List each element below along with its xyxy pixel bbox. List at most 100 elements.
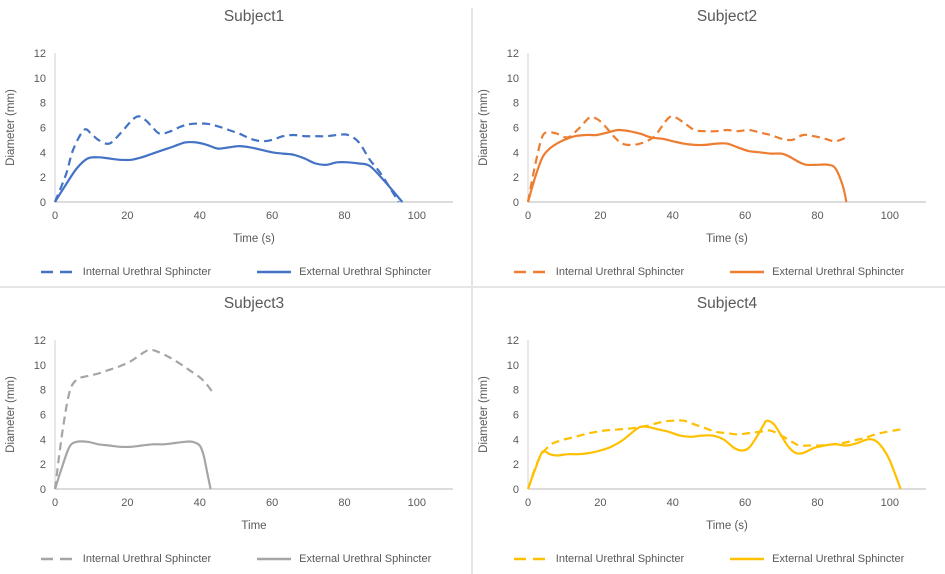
legend-dashed-line-sample: [513, 270, 548, 274]
y-axis-title: Diameter (mm): [5, 89, 17, 166]
y-tick-label: 12: [507, 335, 519, 347]
x-tick-label: 40: [194, 497, 206, 509]
legend-solid-line-sample: [730, 557, 765, 561]
legend-item-internal: Internal Urethral Sphincter: [40, 553, 212, 565]
legend-item-internal: Internal Urethral Sphincter: [513, 553, 685, 565]
x-tick-label: 40: [667, 210, 679, 222]
chart-plot: 0 20 40 60 80 100 0 2 4 6 8 10 12 Time (s) Diameter (m…: [478, 48, 926, 245]
y-tick-label: 4: [40, 147, 46, 159]
chart-panel-subject4: Subject4 0 20 40 60 80 100 0 2 4 6 8 10 12 Time (s) Di…: [473, 287, 945, 574]
y-axis-title: Diameter (mm): [5, 376, 17, 453]
x-tick-label: 100: [408, 210, 426, 222]
x-tick-label: 100: [881, 497, 899, 509]
chart-panel-subject1: Subject1 0 20 40 60 80 100 0 2 4 6 8 10 12 Time (s) Di…: [0, 0, 472, 287]
x-tick-label: 80: [338, 497, 350, 509]
y-tick-label: 6: [513, 410, 519, 422]
legend-solid-line-sample: [257, 557, 292, 561]
y-tick-label: 6: [40, 410, 46, 422]
legend-label-internal: Internal Urethral Sphincter: [555, 266, 685, 278]
y-tick-label: 12: [34, 48, 46, 60]
vertical-divider: [471, 8, 473, 574]
chart-title: Subject3: [223, 295, 285, 312]
legend-label-internal: Internal Urethral Sphincter: [555, 553, 685, 565]
x-tick-label: 100: [408, 497, 426, 509]
series-line-internal: [53, 348, 216, 490]
y-tick-label: 4: [40, 434, 46, 446]
x-tick-label: 100: [881, 210, 899, 222]
x-tick-label: 0: [52, 497, 58, 509]
x-tick-label: 20: [594, 210, 606, 222]
y-tick-label: 0: [40, 197, 46, 209]
y-tick-label: 10: [507, 360, 519, 372]
y-tick-label: 8: [513, 385, 519, 397]
legend-item-external: External Urethral Sphincter: [730, 553, 904, 565]
x-tick-label: 80: [811, 210, 823, 222]
legend-item-internal: Internal Urethral Sphincter: [40, 266, 212, 278]
chart-title: Subject4: [696, 295, 758, 312]
x-tick-label: 0: [525, 497, 531, 509]
x-tick-label: 80: [811, 497, 823, 509]
y-axis-title: Diameter (mm): [478, 89, 490, 166]
y-tick-label: 6: [40, 123, 46, 135]
x-tick-label: 0: [525, 210, 531, 222]
y-tick-label: 8: [40, 98, 46, 110]
legend-label-external: External Urethral Sphincter: [299, 553, 432, 565]
y-tick-label: 4: [513, 147, 519, 159]
y-tick-label: 0: [40, 484, 46, 496]
x-axis-title: Time: [241, 520, 266, 532]
chart-legend: Internal Urethral Sphincter External Ure…: [14, 547, 458, 571]
chart-legend: Internal Urethral Sphincter External Ure…: [14, 260, 458, 284]
y-tick-label: 6: [513, 123, 519, 135]
horizontal-divider: [0, 286, 945, 288]
x-tick-label: 60: [266, 210, 278, 222]
chart-plot: 0 20 40 60 80 100 0 2 4 6 8 10 12 Time Diameter (mm): [5, 335, 453, 532]
chart-plot: 0 20 40 60 80 100 0 2 4 6 8 10 12 Time (s) Diameter (m…: [478, 335, 926, 532]
y-tick-label: 0: [513, 197, 519, 209]
y-tick-label: 2: [513, 172, 519, 184]
x-axis-title: Time (s): [706, 520, 748, 532]
chart-legend: Internal Urethral Sphincter External Ure…: [487, 547, 931, 571]
chart-panel-subject3: Subject3 0 20 40 60 80 100 0 2 4 6 8 10 12 Time Diamet…: [0, 287, 472, 574]
chart-title: Subject2: [696, 8, 758, 25]
legend-label-external: External Urethral Sphincter: [772, 266, 905, 278]
x-axis-title: Time (s): [233, 233, 275, 245]
chart-title: Subject1: [223, 8, 285, 25]
legend-solid-line-sample: [257, 270, 292, 274]
x-tick-label: 20: [121, 210, 133, 222]
series-line-internal: [526, 419, 901, 490]
x-tick-label: 60: [739, 497, 751, 509]
series-line-external: [526, 419, 902, 490]
legend-label-external: External Urethral Sphincter: [299, 266, 432, 278]
legend-dashed-line-sample: [40, 557, 75, 561]
x-tick-label: 40: [667, 497, 679, 509]
y-tick-label: 2: [40, 172, 46, 184]
y-tick-label: 10: [34, 73, 46, 85]
series-line-external: [526, 128, 848, 203]
legend-solid-line-sample: [730, 270, 765, 274]
chart-panel-subject2: Subject2 0 20 40 60 80 100 0 2 4 6 8 10 12 Time (s) Di…: [473, 0, 945, 287]
chart-legend: Internal Urethral Sphincter External Ure…: [487, 260, 931, 284]
x-tick-label: 20: [594, 497, 606, 509]
legend-label-internal: Internal Urethral Sphincter: [82, 553, 212, 565]
x-tick-label: 60: [739, 210, 751, 222]
y-tick-label: 0: [513, 484, 519, 496]
y-tick-label: 12: [34, 335, 46, 347]
legend-item-internal: Internal Urethral Sphincter: [513, 266, 685, 278]
chart-plot: 0 20 40 60 80 100 0 2 4 6 8 10 12 Time (s) Diameter (m…: [5, 48, 453, 245]
series-line-external: [54, 140, 404, 203]
legend-dashed-line-sample: [40, 270, 75, 274]
x-tick-label: 20: [121, 497, 133, 509]
x-axis-title: Time (s): [706, 233, 748, 245]
series-line-internal: [53, 115, 400, 203]
x-tick-label: 40: [194, 210, 206, 222]
y-tick-label: 2: [513, 459, 519, 471]
y-tick-label: 10: [34, 360, 46, 372]
x-tick-label: 60: [266, 497, 278, 509]
series-line-internal: [526, 115, 847, 203]
y-tick-label: 8: [40, 385, 46, 397]
legend-label-internal: Internal Urethral Sphincter: [82, 266, 212, 278]
legend-item-external: External Urethral Sphincter: [730, 266, 904, 278]
x-tick-label: 0: [52, 210, 58, 222]
y-tick-label: 10: [507, 73, 519, 85]
